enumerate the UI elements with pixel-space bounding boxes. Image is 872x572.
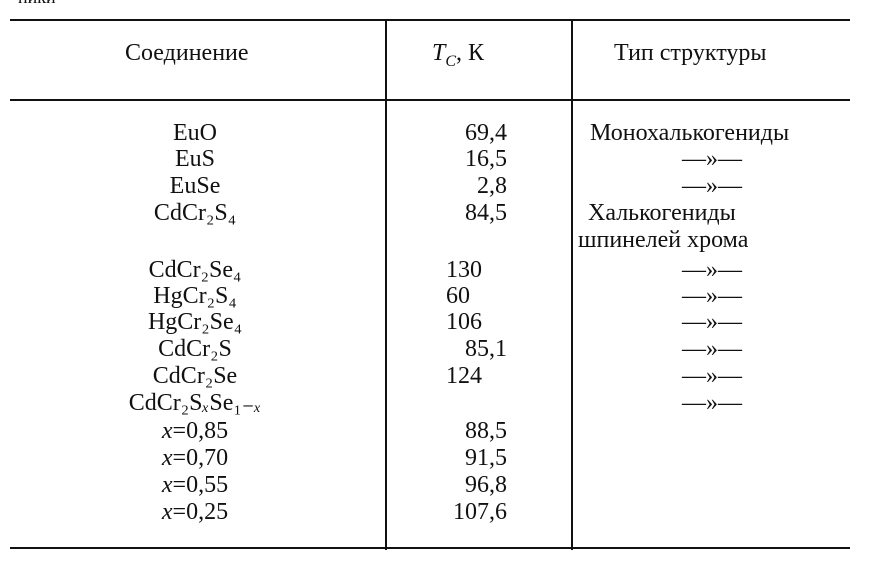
tc-value: 91,5	[465, 445, 507, 471]
tc-value: 84,5	[465, 200, 507, 226]
tc-value: 69,4	[465, 120, 507, 146]
fragment: ники	[18, 0, 56, 11]
tc-value: 96,8	[465, 472, 507, 498]
compound: EuS	[174, 146, 216, 172]
compound: x=0,85	[161, 418, 229, 444]
compound: CdCr₂Se	[152, 363, 238, 389]
compound: HgCr₂Se₄	[147, 309, 243, 335]
rule	[10, 99, 850, 101]
compound: x=0,55	[161, 472, 229, 498]
column-rule	[385, 20, 387, 550]
compound: HgCr₂S₄	[153, 283, 237, 309]
compound: EuO	[172, 120, 217, 146]
tc-unit: , К	[456, 40, 485, 66]
compound: CdCr₂Se₄	[148, 257, 242, 283]
tc-value: 85,1	[465, 336, 507, 362]
compound: EuSe	[169, 173, 221, 199]
compound: CdCr₂SₓSe₁₋ₓ	[128, 390, 262, 416]
structure-type: —»—	[682, 390, 742, 416]
structure-type: —»—	[682, 363, 742, 389]
tc-value: 88,5	[465, 418, 507, 444]
header-type: Тип структуры	[614, 40, 767, 66]
rule	[10, 19, 850, 21]
structure-type: —»—	[682, 283, 742, 309]
compound: CdCr₂S₄	[153, 200, 237, 226]
header-tc: TC, К	[432, 40, 484, 71]
compound: x=0,25	[161, 499, 229, 525]
structure-type: —»—	[682, 146, 742, 172]
header-compound: Соединение	[125, 40, 249, 66]
tc-value: 60	[446, 283, 470, 309]
structure-type: —»—	[682, 309, 742, 335]
structure-type: Монохалькогениды	[590, 120, 790, 146]
tc-value: 107,6	[453, 499, 507, 525]
column-rule	[571, 20, 573, 550]
structure-type: —»—	[682, 257, 742, 283]
compound: CdCr₂S	[158, 336, 232, 362]
tc-value: 124	[446, 363, 482, 389]
compound: x=0,70	[161, 445, 229, 471]
structure-type: Халькогениды шпинелей хрома	[578, 200, 749, 253]
tc-value: 130	[446, 257, 482, 283]
tc-symbol: T	[432, 40, 446, 66]
structure-type: —»—	[682, 173, 742, 199]
tc-value: 2,8	[477, 173, 507, 199]
structure-type: —»—	[682, 336, 742, 362]
rule	[10, 547, 850, 549]
tc-value: 16,5	[465, 146, 507, 172]
tc-subscript: C	[445, 52, 457, 70]
tc-value: 106	[446, 309, 482, 335]
